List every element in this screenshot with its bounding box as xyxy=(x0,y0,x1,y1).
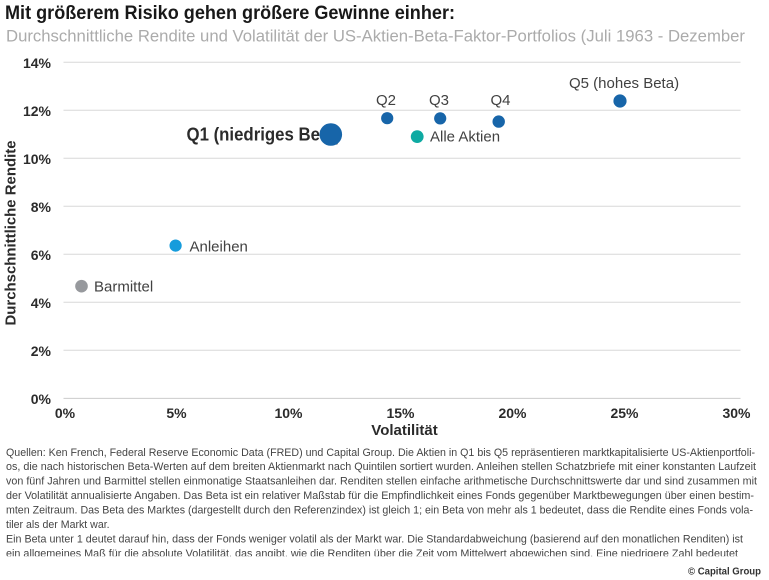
svg-text:Q2: Q2 xyxy=(376,92,396,109)
svg-text:der Volatilität annualisierte: der Volatilität annualisierte Angaben. D… xyxy=(6,490,754,502)
svg-text:von fünf Jahren und Barmittel: von fünf Jahren und Barmittel stellen ei… xyxy=(6,476,757,488)
svg-text:Q1 (niedriges Beta): Q1 (niedriges Beta) xyxy=(187,124,341,144)
svg-text:Volatilität: Volatilität xyxy=(371,422,437,439)
svg-text:Durchschnittliche Rendite: Durchschnittliche Rendite xyxy=(3,141,20,326)
svg-text:Q4: Q4 xyxy=(490,92,510,109)
svg-text:mten Zeitraum. Das Beta des Ma: mten Zeitraum. Das Beta des Marktes (dar… xyxy=(6,504,753,516)
svg-text:Quellen: Ken French, Federal R: Quellen: Ken French, Federal Reserve Eco… xyxy=(6,447,755,459)
svg-text:ein allgemeines Maß für die ab: ein allgemeines Maß für die absolute Vol… xyxy=(6,548,738,560)
svg-text:Alle Aktien: Alle Aktien xyxy=(430,128,500,145)
svg-text:8%: 8% xyxy=(31,199,52,215)
svg-text:0%: 0% xyxy=(55,405,76,421)
svg-text:10%: 10% xyxy=(274,405,303,421)
svg-text:15%: 15% xyxy=(386,405,415,421)
svg-text:2%: 2% xyxy=(31,343,52,359)
svg-text:5%: 5% xyxy=(166,405,187,421)
svg-text:Ein Beta unter 1 deutet darauf: Ein Beta unter 1 deutet darauf hin, dass… xyxy=(6,534,743,546)
svg-text:10%: 10% xyxy=(23,151,52,167)
svg-text:os, die nach historischen Beta: os, die nach historischen Beta-Werten au… xyxy=(6,461,756,473)
svg-text:Mit größerem Risiko gehen größ: Mit größerem Risiko gehen größere Gewinn… xyxy=(5,3,455,24)
svg-text:Durchschnittliche Rendite und: Durchschnittliche Rendite und Volatilitä… xyxy=(6,26,745,45)
svg-text:20%: 20% xyxy=(498,405,527,421)
svg-text:Q3: Q3 xyxy=(429,92,449,109)
svg-text:4%: 4% xyxy=(31,295,52,311)
svg-text:14%: 14% xyxy=(23,55,52,71)
svg-text:tiler als der Markt war.: tiler als der Markt war. xyxy=(6,519,110,531)
svg-text:Anleihen: Anleihen xyxy=(190,238,248,255)
svg-text:Q5 (hohes Beta): Q5 (hohes Beta) xyxy=(569,75,679,92)
svg-text:25%: 25% xyxy=(610,405,639,421)
svg-text:0%: 0% xyxy=(31,391,52,407)
svg-text:12%: 12% xyxy=(23,103,52,119)
svg-text:© Capital Group: © Capital Group xyxy=(688,567,761,578)
svg-text:30%: 30% xyxy=(722,405,751,421)
svg-text:6%: 6% xyxy=(31,247,52,263)
svg-text:Barmittel: Barmittel xyxy=(94,279,153,296)
